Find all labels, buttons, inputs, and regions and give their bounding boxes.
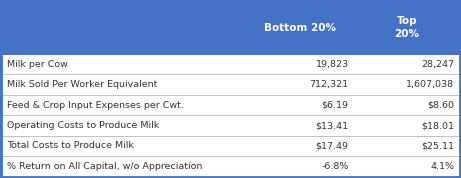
- Text: Operating Costs to Produce Milk: Operating Costs to Produce Milk: [7, 121, 159, 130]
- Text: 1,607,038: 1,607,038: [406, 80, 454, 89]
- Text: 19,823: 19,823: [316, 60, 349, 69]
- Text: $6.19: $6.19: [322, 101, 349, 110]
- Text: $17.49: $17.49: [316, 142, 349, 150]
- Bar: [1, 54, 460, 177]
- Text: $18.01: $18.01: [421, 121, 454, 130]
- Text: 712,321: 712,321: [310, 80, 349, 89]
- Text: Feed & Crop Input Expenses per Cwt.: Feed & Crop Input Expenses per Cwt.: [7, 101, 184, 110]
- Text: % Return on All Capital, w/o Appreciation: % Return on All Capital, w/o Appreciatio…: [7, 162, 202, 171]
- Text: 4.1%: 4.1%: [430, 162, 454, 171]
- Bar: [1, 1, 460, 54]
- Text: Top
20%: Top 20%: [395, 17, 420, 39]
- Text: $13.41: $13.41: [316, 121, 349, 130]
- Text: Milk per Cow: Milk per Cow: [7, 60, 68, 69]
- Text: Milk Sold Per Worker Equivalent: Milk Sold Per Worker Equivalent: [7, 80, 157, 89]
- Text: Bottom 20%: Bottom 20%: [264, 23, 337, 33]
- Text: Total Costs to Produce Milk: Total Costs to Produce Milk: [7, 142, 134, 150]
- Text: $25.11: $25.11: [421, 142, 454, 150]
- Text: $8.60: $8.60: [427, 101, 454, 110]
- Text: -6.8%: -6.8%: [321, 162, 349, 171]
- Text: 28,247: 28,247: [421, 60, 454, 69]
